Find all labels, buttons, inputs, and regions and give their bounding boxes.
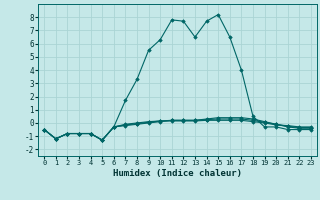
X-axis label: Humidex (Indice chaleur): Humidex (Indice chaleur) [113,169,242,178]
